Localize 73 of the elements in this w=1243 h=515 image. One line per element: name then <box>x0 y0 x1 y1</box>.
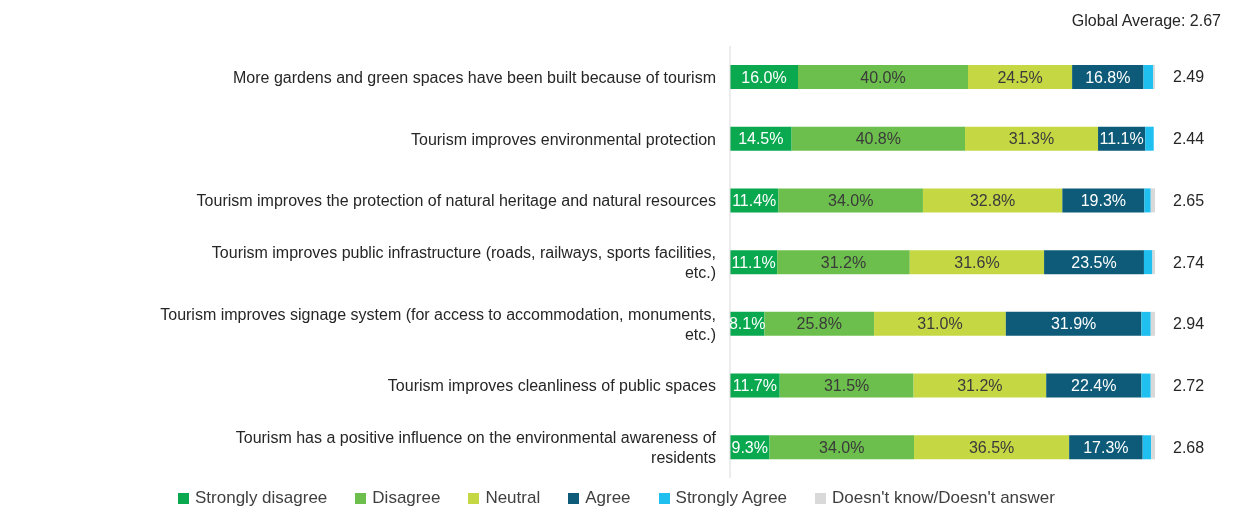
bar <box>779 373 914 398</box>
bar <box>1151 435 1155 460</box>
bar <box>1150 311 1155 336</box>
data-label: 34.0% <box>819 438 865 456</box>
bar <box>1150 373 1155 398</box>
data-label: 40.8% <box>855 130 902 148</box>
legend-label: Agree <box>585 488 631 508</box>
data-label: 40.0% <box>860 68 906 86</box>
bar <box>777 250 910 275</box>
bar <box>1144 188 1151 213</box>
bar <box>914 435 1070 460</box>
text: Global Average: 2.67 <box>1071 12 1221 30</box>
bar <box>1141 373 1151 398</box>
bar <box>769 435 915 460</box>
y-tick-label: Tourism improves environmental protection <box>410 130 716 148</box>
text: 2.68 <box>1173 438 1205 456</box>
text: 2.74 <box>1173 253 1205 271</box>
data-label: 31.6% <box>954 253 1000 271</box>
text: 2.94 <box>1173 315 1205 333</box>
bar <box>1141 311 1151 336</box>
data-label: 31.0% <box>917 315 963 333</box>
legend-label: Neutral <box>485 488 541 508</box>
data-label: 31.3% <box>1008 130 1055 148</box>
legend-label: Strongly Agree <box>675 488 788 508</box>
data-label: 36.5% <box>968 438 1015 456</box>
text: 2.44 <box>1173 130 1205 148</box>
data-label: 9.3% <box>731 438 768 456</box>
bar <box>909 250 1045 275</box>
bar <box>1143 250 1153 275</box>
data-label: 11.7% <box>732 377 777 395</box>
bar <box>791 126 966 151</box>
bar <box>1142 435 1152 460</box>
y-tick-label: Tourism has a positive influence on the environmental awareness of residents <box>235 428 717 466</box>
bar <box>778 188 923 213</box>
bar <box>965 126 1099 151</box>
data-label: 31.9% <box>1050 315 1097 333</box>
legend-label: Doesn't know/Doesn't answer <box>832 488 1055 508</box>
data-label: 17.3% <box>1083 438 1129 456</box>
bar <box>1150 188 1155 213</box>
bar <box>913 373 1047 398</box>
data-label: 14.5% <box>738 130 784 148</box>
data-label: 24.5% <box>997 68 1043 86</box>
data-label: 32.8% <box>969 191 1016 209</box>
text: 2.65 <box>1173 191 1205 209</box>
data-label: 11.4% <box>732 191 777 209</box>
bar <box>1005 311 1142 336</box>
data-label: 16.0% <box>741 68 787 86</box>
data-label: 31.5% <box>823 377 870 395</box>
bar <box>798 65 968 89</box>
data-label: 11.1% <box>731 253 776 271</box>
bar <box>1152 250 1155 275</box>
y-tick-label: Tourism improves public infrastructure (roads, railways, sports facilities, etc.) <box>211 243 716 281</box>
legend-label: Disagree <box>372 488 441 508</box>
bar <box>1145 126 1154 151</box>
y-tick-label: Tourism improves cleanliness of public spaces <box>387 376 716 394</box>
bar <box>1143 65 1154 89</box>
text: 2.72 <box>1173 376 1205 394</box>
data-label: 22.4% <box>1071 377 1117 395</box>
text: 2.49 <box>1173 68 1205 86</box>
data-label: 25.8% <box>796 315 842 333</box>
data-label: 16.8% <box>1085 68 1131 86</box>
bar <box>874 311 1006 336</box>
data-label: 31.2% <box>957 377 1003 395</box>
data-label: 19.3% <box>1080 191 1127 209</box>
bar <box>922 188 1063 213</box>
legend-label: Strongly disagree <box>195 488 328 508</box>
y-tick-label: More gardens and green spaces have been built because of tourism <box>233 68 716 86</box>
data-label: 31.2% <box>820 253 867 271</box>
y-tick-label: Tourism improves signage system (for access to accommodation, monuments, etc.) <box>160 305 716 343</box>
y-tick-label: Tourism improves the protection of natural heritage and natural resources <box>196 191 716 209</box>
data-label: 34.0% <box>828 191 874 209</box>
data-label: 11.1% <box>1099 130 1144 148</box>
data-label: 23.5% <box>1071 253 1117 271</box>
